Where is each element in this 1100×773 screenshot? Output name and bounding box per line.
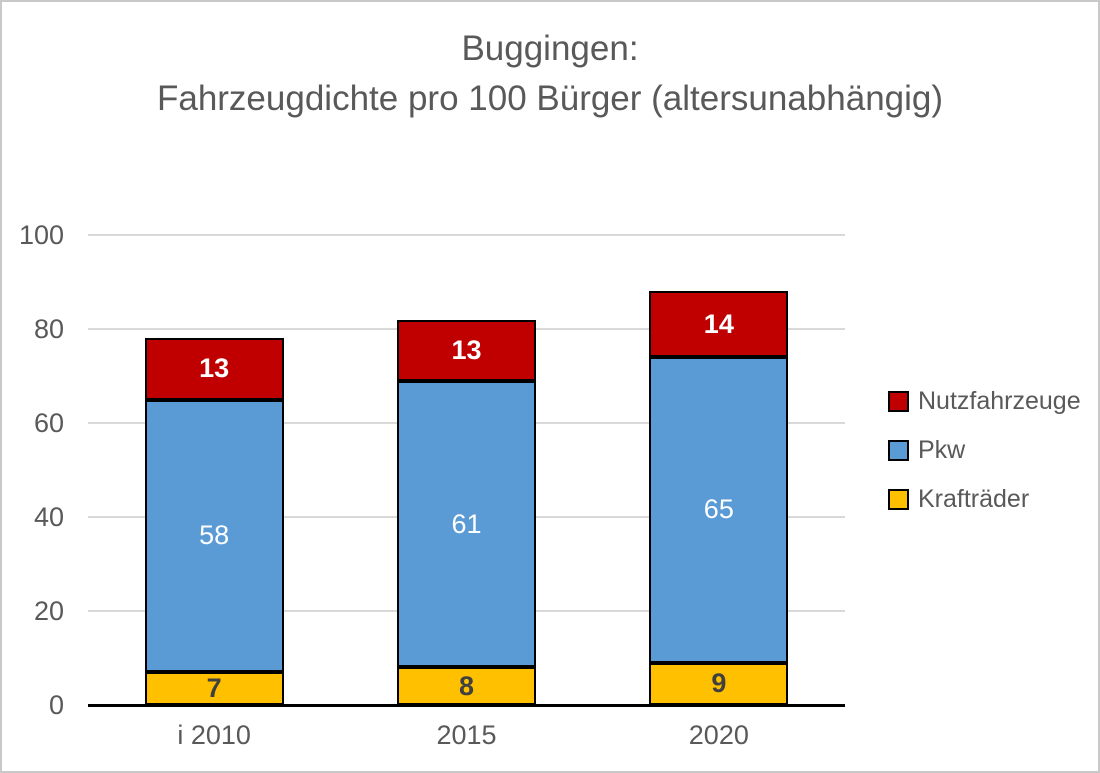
gridline bbox=[88, 234, 845, 236]
chart-title-line1: Buggingen: bbox=[461, 29, 639, 68]
stacked-bar-2020: 9 65 14 bbox=[649, 291, 789, 705]
data-label: 61 bbox=[451, 508, 482, 539]
bar-segment-krafträder: 8 bbox=[397, 667, 536, 705]
y-axis-tick-label: 0 bbox=[48, 690, 64, 720]
legend-swatch-icon bbox=[888, 488, 909, 510]
legend: Nutzfahrzeuge Pkw Krafträder bbox=[888, 388, 1081, 512]
legend-label: Nutzfahrzeuge bbox=[918, 387, 1081, 415]
data-label: 9 bbox=[711, 668, 727, 699]
x-axis-tick-label: i 2010 bbox=[177, 720, 251, 750]
stacked-bar-i-2010: 7 58 13 bbox=[144, 338, 284, 705]
legend-swatch-icon bbox=[888, 390, 909, 412]
legend-item-krafträder: Krafträder bbox=[888, 486, 1081, 512]
legend-item-nutzfahrzeuge: Nutzfahrzeuge bbox=[888, 388, 1081, 414]
y-axis-tick-label: 80 bbox=[33, 314, 64, 344]
y-axis-tick-label: 60 bbox=[33, 408, 64, 438]
x-axis-tick-label: 2015 bbox=[436, 720, 497, 750]
data-label: 7 bbox=[206, 673, 222, 704]
data-label: 65 bbox=[703, 494, 734, 525]
data-label: 14 bbox=[703, 308, 734, 339]
x-axis-tick-label: 2020 bbox=[688, 720, 749, 750]
bar-segment-pkw: 61 bbox=[397, 380, 536, 668]
data-label: 13 bbox=[199, 353, 230, 384]
stacked-bar-2015: 8 61 13 bbox=[397, 319, 536, 705]
bar-segment-nutzfahrzeuge: 13 bbox=[397, 319, 536, 381]
y-axis-tick-label: 100 bbox=[18, 220, 64, 250]
bar-segment-nutzfahrzeuge: 13 bbox=[144, 338, 284, 400]
x-axis-line bbox=[88, 703, 845, 707]
bar-segment-pkw: 65 bbox=[649, 357, 789, 663]
bar-segment-krafträder: 9 bbox=[649, 662, 789, 705]
chart-title-line2: Fahrzeugdichte pro 100 Bürger (altersuna… bbox=[156, 79, 944, 118]
legend-label: Pkw bbox=[918, 436, 966, 464]
data-label: 8 bbox=[458, 670, 475, 701]
data-label: 13 bbox=[451, 334, 482, 365]
bar-segment-pkw: 58 bbox=[144, 399, 284, 673]
legend-swatch-icon bbox=[888, 439, 909, 461]
bar-segment-krafträder: 7 bbox=[144, 672, 284, 705]
y-axis-tick-label: 20 bbox=[33, 596, 64, 626]
data-label: 58 bbox=[199, 520, 230, 551]
bar-segment-nutzfahrzeuge: 14 bbox=[649, 291, 789, 358]
y-axis-tick-label: 40 bbox=[33, 502, 64, 532]
legend-label: Krafträder bbox=[918, 485, 1030, 513]
chart-title: Buggingen: Fahrzeugdichte pro 100 Bürger… bbox=[2, 24, 1098, 124]
legend-item-pkw: Pkw bbox=[888, 437, 1081, 463]
